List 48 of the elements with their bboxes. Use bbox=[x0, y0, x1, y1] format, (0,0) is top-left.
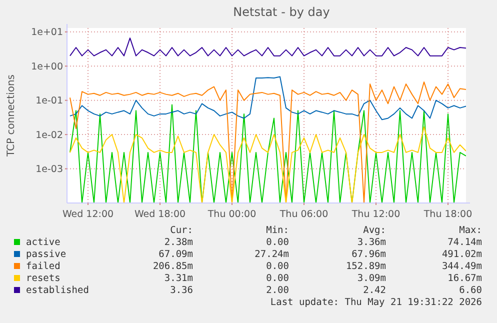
text: 27.24m bbox=[254, 249, 290, 260]
y-tick-label: 1e-01 bbox=[36, 96, 63, 107]
text: Avg: bbox=[363, 225, 386, 236]
x-tick-label: Thu 12:00 bbox=[350, 209, 400, 220]
text: 74.14m bbox=[448, 237, 482, 248]
x-tick-label: Thu 06:00 bbox=[278, 209, 328, 220]
chart-title: Netstat - by day bbox=[233, 5, 330, 19]
line-series bbox=[70, 38, 466, 56]
text: 0.00 bbox=[266, 237, 290, 248]
text: 0.00 bbox=[266, 273, 290, 284]
text: 2.42 bbox=[363, 285, 386, 296]
text: Cur: bbox=[170, 225, 193, 236]
text: 2.38m bbox=[164, 237, 194, 248]
text: 152.89m bbox=[346, 261, 386, 272]
line-series bbox=[70, 126, 466, 203]
text: 0.00 bbox=[266, 261, 290, 272]
text: Last update: Thu May 21 19:31:22 2026 bbox=[270, 297, 482, 308]
text: Max: bbox=[459, 225, 482, 236]
text: 491.02m bbox=[442, 249, 482, 260]
text: 3.36m bbox=[357, 237, 386, 248]
line-series bbox=[70, 104, 466, 203]
line-series bbox=[70, 81, 466, 203]
text: 344.49m bbox=[442, 261, 482, 272]
legend-label: passive bbox=[26, 249, 66, 260]
text: 206.85m bbox=[152, 261, 194, 272]
text: 16.67m bbox=[448, 273, 482, 284]
text: 6.60 bbox=[459, 285, 482, 296]
y-tick-label: 1e-02 bbox=[36, 130, 63, 141]
y-axis-title: TCP connections bbox=[6, 74, 17, 158]
x-tick-label: Thu 18:00 bbox=[422, 209, 472, 220]
text: 3.09m bbox=[357, 273, 386, 284]
legend-label: established bbox=[26, 285, 89, 296]
x-tick-label: Thu 00:00 bbox=[206, 209, 256, 220]
x-tick-label: Wed 18:00 bbox=[134, 209, 186, 220]
text: 3.36 bbox=[170, 285, 194, 296]
y-tick-label: 1e+01 bbox=[31, 27, 63, 38]
y-tick-label: 1e-03 bbox=[36, 164, 63, 176]
text: 2.00 bbox=[266, 285, 290, 296]
x-tick-label: Wed 12:00 bbox=[62, 209, 114, 220]
text: 67.09m bbox=[158, 249, 194, 260]
legend-label: resets bbox=[26, 273, 60, 284]
text: 67.96m bbox=[352, 249, 386, 260]
y-tick-label: 1e+00 bbox=[31, 61, 63, 72]
legend-label: active bbox=[26, 237, 61, 248]
legend-label: failed bbox=[26, 261, 60, 272]
line-series bbox=[70, 76, 466, 120]
text: Min: bbox=[266, 225, 289, 236]
text: 3.31m bbox=[164, 273, 194, 284]
